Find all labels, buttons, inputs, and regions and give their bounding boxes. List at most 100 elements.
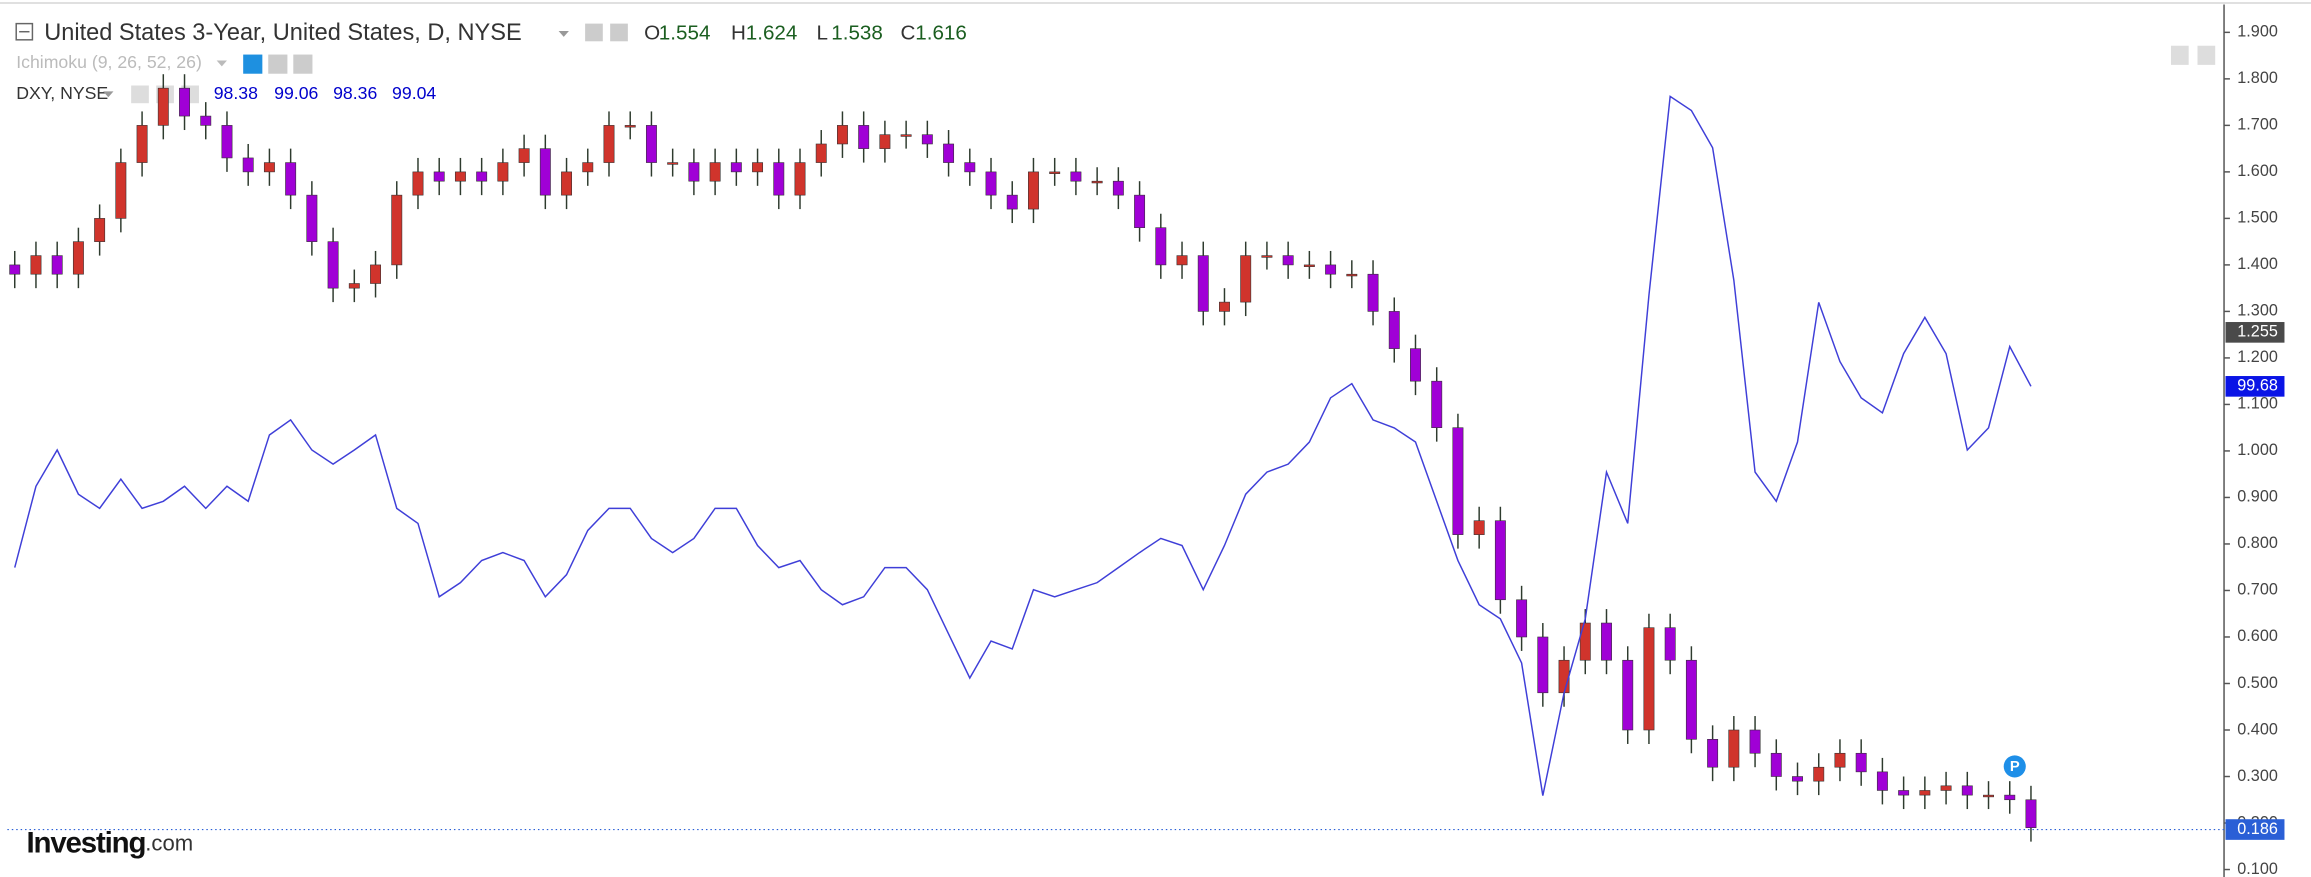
candle-body [285,162,297,196]
candle-body [985,171,997,196]
event-marker[interactable] [2003,755,2026,778]
candle-body [200,115,212,126]
candle-body [1876,771,1888,791]
y-tick-label: 0.800 [2237,534,2278,552]
candle-body [1728,729,1740,768]
comparison-name: DXY, NYSE [16,83,108,103]
y-tick-label: 1.300 [2237,302,2278,320]
comparison-value: 98.36 [333,83,377,103]
candle-body [1813,766,1825,782]
y-tick-label: 1.700 [2237,116,2278,134]
candle-body [370,264,381,284]
config-icon[interactable] [610,23,628,42]
candle-body [1749,729,1761,754]
ohlc-value: 1.624 [746,21,798,44]
dropdown-arrow[interactable] [103,91,114,98]
candle-body [1664,627,1676,661]
candle-body [433,171,445,182]
candle-body [561,171,573,196]
candle-body [1261,255,1273,258]
candle-body [1282,255,1294,266]
candle-body [1325,264,1337,275]
candle-body [391,194,403,266]
candle-body [1473,520,1485,535]
candle-body [2004,794,2016,801]
y-tick-label: 1.100 [2237,395,2278,413]
collapse-button[interactable] [15,22,34,41]
candle-body [157,87,169,126]
candle-body [1601,622,1612,661]
candle-body [348,283,360,289]
candle-body [179,87,190,117]
dropdown-arrow[interactable] [558,30,569,37]
candle-body [773,162,785,196]
y-tick-label: 1.900 [2237,23,2278,41]
candle-body [667,162,679,165]
candle-body [752,162,764,173]
ohlc-letter: C [901,21,916,44]
candle-body [72,241,84,275]
candle-body [1303,264,1315,267]
candle-body [1028,171,1039,210]
y-tick-label: 0.300 [2237,767,2278,785]
candle-body [306,194,318,242]
logo-brand: Investing [27,826,146,859]
visibility-icon[interactable] [243,54,263,74]
candle-body [1685,659,1697,740]
dropdown-arrow[interactable] [216,60,227,67]
candle-body [1431,380,1443,428]
chart-title: United States 3-Year, United States, D, … [44,19,522,45]
candle-body [1643,627,1655,731]
candle-body [1792,776,1803,782]
toolbar-icon[interactable] [2170,45,2189,65]
ohlc-letter: O [644,21,660,44]
settings-icon[interactable] [585,23,603,42]
candle-body [1155,227,1167,266]
logo: Investing.com [27,826,194,859]
indicator-name: Ichimoku (9, 26, 52, 26) [16,52,202,72]
settings-icon[interactable] [131,85,149,104]
candle-body [94,218,106,242]
candle-body [794,162,806,196]
y-tick-label: 1.200 [2237,348,2278,366]
candle-body [1940,785,1952,791]
candle-body [1898,790,1910,796]
candle-body [115,162,127,219]
candle-body [879,134,891,149]
candle-body [1049,171,1061,174]
candle-body [51,255,63,275]
y-tick-label: 1.000 [2237,441,2278,459]
candle-body [1707,739,1719,768]
settings-icon[interactable] [268,54,288,74]
candle-body [1219,301,1230,312]
y-tick-label: 0.100 [2237,860,2278,877]
candle-body [221,125,233,159]
candle-body [412,171,424,196]
candle-body [1006,194,1018,210]
candle-body [1410,348,1421,382]
candle-body [1919,790,1931,796]
price-marker [2225,819,2285,840]
y-tick-label: 1.400 [2237,255,2278,273]
candle-body [1983,794,1994,798]
candle-body [815,143,827,163]
price-marker [2225,376,2285,397]
candle-body [582,162,594,173]
candle-body [1961,785,1973,796]
candle-body [1579,622,1591,661]
candle-body [730,162,742,173]
ohlc-value: 1.538 [831,21,883,44]
candle-body [603,125,615,163]
candle-body [921,134,933,145]
y-tick-label: 0.600 [2237,627,2278,645]
toolbar-icon[interactable] [2197,45,2216,65]
candle-body [1855,752,1867,773]
candle-body [30,255,42,275]
remove-icon[interactable] [293,54,313,74]
candle-body [263,162,275,173]
candle-body [858,125,870,149]
candle-body [327,241,339,289]
candle-body [837,125,848,145]
